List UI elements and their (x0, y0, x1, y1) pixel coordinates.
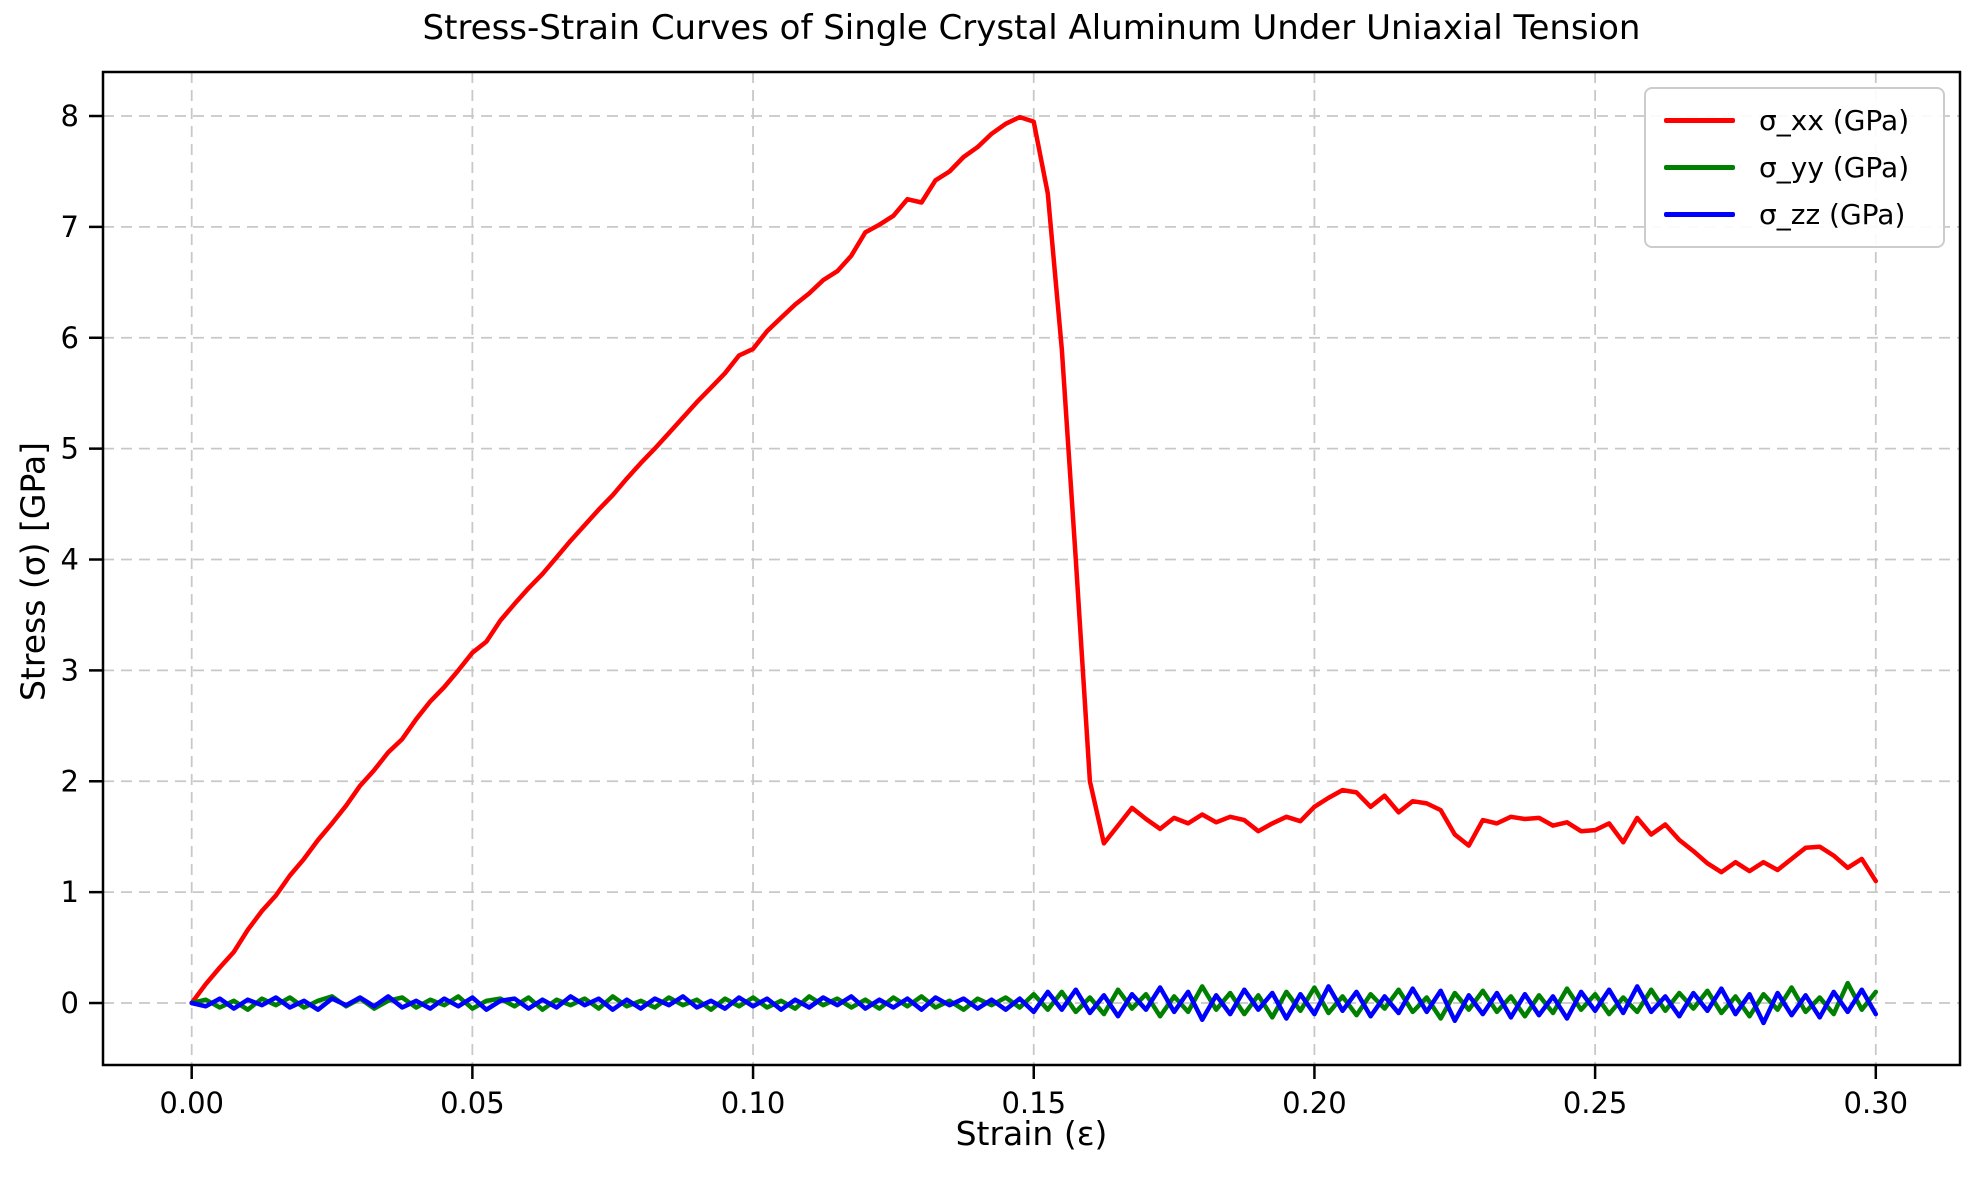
y-tick-label: 8 (61, 99, 79, 133)
legend-line-sigma-yy-icon (1664, 165, 1735, 170)
x-axis-label: Strain (ε) (955, 1114, 1108, 1153)
x-tick-label: 0.15 (1001, 1086, 1066, 1120)
y-tick-label: 5 (61, 432, 79, 466)
y-tick-label: 0 (61, 986, 79, 1020)
legend-entry-sigma-zz: σ_zz (GPa) (1664, 198, 1925, 231)
series-line-sigma-xx (189, 114, 1879, 1006)
y-tick-label: 6 (61, 321, 79, 355)
tick-labels: 0.00 0.05 0.10 0.15 0.20 0.25 0.30 0 1 2 3 4 5 6 7 8 (61, 99, 1909, 1120)
legend-label-sigma-zz: σ_zz (GPa) (1759, 198, 1906, 231)
y-tick-label: 2 (61, 764, 79, 798)
legend-line-sigma-zz-icon (1664, 212, 1735, 217)
series-group (189, 114, 1879, 1026)
tick-marks (89, 114, 1878, 1079)
plot-border (101, 70, 1962, 1067)
gridlines (103, 72, 1960, 1065)
x-tick-label: 0.25 (1563, 1086, 1628, 1120)
x-tick-label: 0.00 (159, 1086, 224, 1120)
chart-title: Stress-Strain Curves of Single Crystal A… (422, 8, 1641, 48)
x-tick-label: 0.10 (721, 1086, 786, 1120)
x-tick-label: 0.30 (1844, 1086, 1909, 1120)
series-line-sigma-zz (189, 984, 1879, 1026)
legend-label-sigma-xx: σ_xx (GPa) (1759, 104, 1910, 137)
y-tick-label: 7 (61, 210, 79, 244)
legend-label-sigma-yy: σ_yy (GPa) (1759, 151, 1910, 184)
x-tick-label: 0.05 (440, 1086, 505, 1120)
legend-entry-sigma-yy: σ_yy (GPa) (1664, 151, 1925, 184)
y-tick-label: 4 (61, 543, 79, 577)
legend-entry-sigma-xx: σ_xx (GPa) (1664, 104, 1925, 137)
y-axis-label: Stress (σ) [GPa] (13, 441, 53, 702)
x-tick-label: 0.20 (1282, 1086, 1347, 1120)
legend-line-sigma-xx-icon (1664, 118, 1735, 123)
y-tick-label: 1 (61, 875, 79, 909)
y-tick-label: 3 (61, 653, 79, 687)
legend: σ_xx (GPa) σ_yy (GPa) σ_zz (GPa) (1644, 87, 1945, 248)
series-line-sigma-yy (189, 980, 1879, 1021)
